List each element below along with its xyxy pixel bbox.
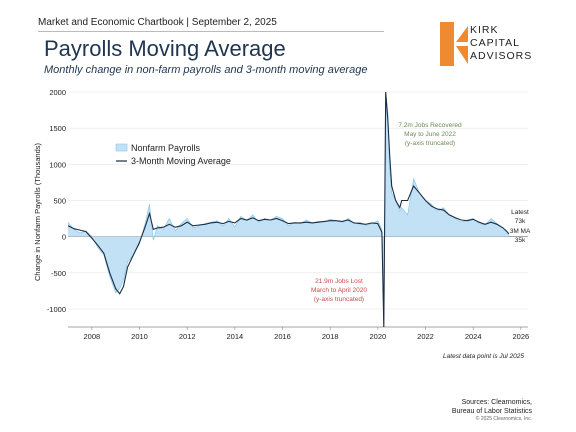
x-tick-label: 2010	[131, 332, 148, 341]
chart-title: Payrolls Moving Average	[44, 36, 286, 61]
x-tick-label: 2016	[274, 332, 291, 341]
header-divider	[38, 31, 384, 32]
x-tick-label: 2026	[513, 332, 530, 341]
x-tick-label: 2008	[83, 332, 100, 341]
logo-wordmark: KIRK CAPITAL ADVISORS	[470, 24, 532, 63]
nonfarm-payrolls-area	[68, 92, 509, 327]
y-tick-label: 0	[62, 233, 66, 242]
annotation-jobs-recovered: 7.2m Jobs Recovered May to June 2022 (y-ax…	[398, 122, 462, 147]
sources-note: Sources: Clearnomics, Bureau of Labor St…	[452, 398, 532, 416]
kirk-logo-icon	[440, 22, 468, 66]
latest-value: 73k	[515, 218, 526, 225]
chartbook-header: Market and Economic Chartbook | Septembe…	[38, 17, 277, 28]
copyright-note: © 2025 Clearnomics, Inc.	[475, 416, 532, 422]
logo-line-1: KIRK	[470, 24, 499, 36]
y-axis-label: Change in Nonfarm Payrolls (Thousands)	[33, 143, 42, 281]
x-tick-label: 2014	[226, 332, 243, 341]
ma-label: 3M MA	[510, 228, 531, 235]
y-axis: -1000 -500 0 500 1000 1500 2000	[47, 88, 66, 314]
latest-data-footnote: Latest data point is Jul 2025	[443, 353, 524, 360]
sources-line-1: Sources: Clearnomics,	[461, 399, 532, 406]
chart-legend: Nonfarm Payrolls 3-Month Moving Average	[115, 143, 231, 166]
x-tick-label: 2024	[465, 332, 482, 341]
chart-subtitle: Monthly change in non-farm payrolls and …	[44, 64, 368, 76]
legend-label-payrolls: Nonfarm Payrolls	[131, 143, 201, 153]
logo-line-3: ADVISORS	[470, 50, 533, 62]
x-tick-label: 2022	[417, 332, 434, 341]
y-tick-label: -1000	[47, 305, 66, 314]
x-tick-label: 2018	[322, 332, 339, 341]
x-tick-label: 2020	[370, 332, 387, 341]
nonfarm-payrolls-line	[67, 91, 510, 328]
legend-swatch-payrolls	[115, 143, 128, 152]
y-tick-label: -500	[51, 269, 66, 278]
legend-label-ma: 3-Month Moving Average	[131, 156, 231, 166]
annotation-jobs-lost: 21.9m Jobs Lost March to April 2020 (y-axi…	[311, 278, 367, 303]
logo-line-2: CAPITAL	[470, 37, 520, 49]
sources-line-2: Bureau of Labor Statistics	[451, 408, 532, 415]
ma-value: 35k	[515, 237, 526, 244]
x-axis: 2008 2010 2012 2014 2016 2018 2020 2022 2024 2026	[68, 326, 530, 341]
latest-label: Latest	[511, 209, 529, 216]
moving-average-line	[67, 91, 510, 328]
y-tick-label: 1500	[49, 124, 66, 133]
y-tick-label: 2000	[49, 88, 66, 97]
y-tick-label: 500	[53, 196, 66, 205]
y-tick-label: 1000	[49, 160, 66, 169]
chart-annotations: 7.2m Jobs Recovered May to June 2022 (y-ax…	[311, 122, 531, 303]
x-tick-label: 2012	[179, 332, 196, 341]
